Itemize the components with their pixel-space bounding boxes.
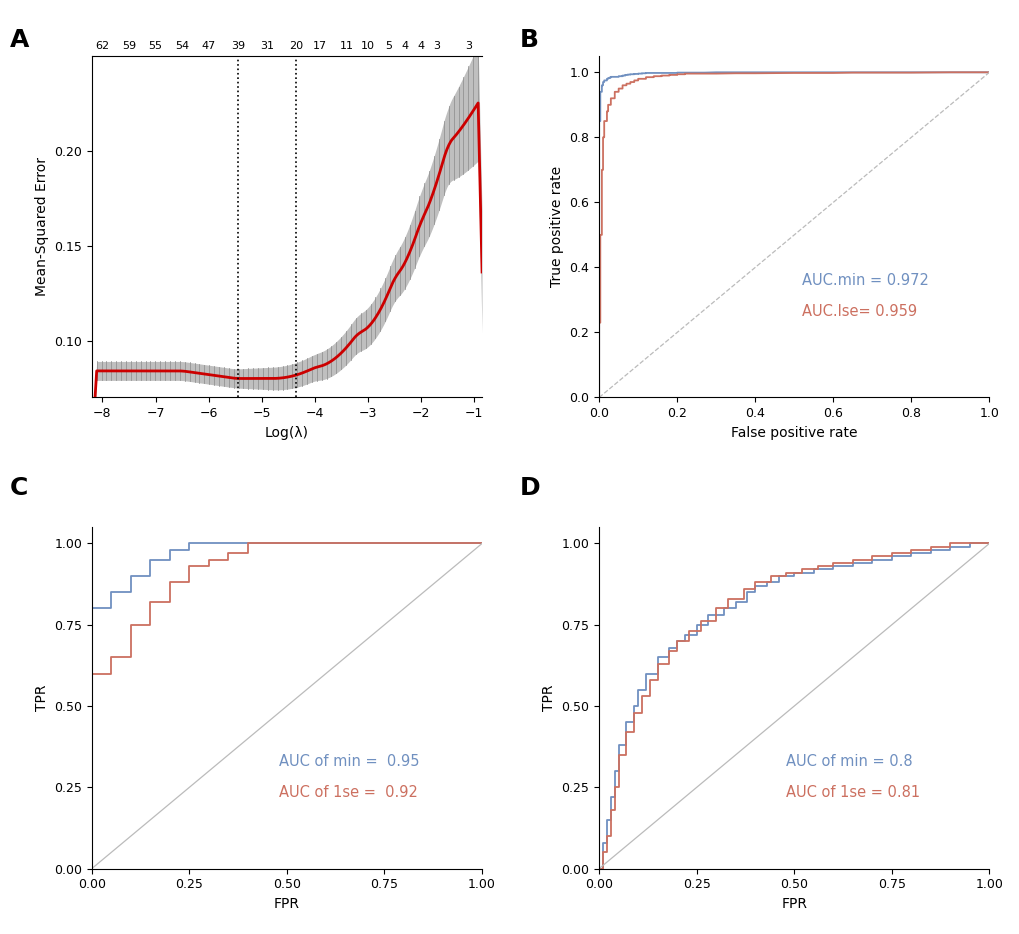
Text: B: B: [520, 28, 539, 52]
Text: D: D: [520, 476, 540, 501]
Text: AUC of min = 0.8: AUC of min = 0.8: [786, 754, 912, 770]
Text: A: A: [10, 28, 30, 52]
X-axis label: FPR: FPR: [781, 897, 806, 911]
Text: AUC of min =  0.95: AUC of min = 0.95: [279, 754, 419, 770]
Text: AUC of 1se = 0.81: AUC of 1se = 0.81: [786, 785, 920, 800]
Y-axis label: True positive rate: True positive rate: [549, 166, 564, 288]
Y-axis label: TPR: TPR: [541, 685, 555, 711]
X-axis label: False positive rate: False positive rate: [731, 426, 857, 440]
Y-axis label: TPR: TPR: [35, 685, 49, 711]
Text: C: C: [10, 476, 29, 501]
X-axis label: Log(λ): Log(λ): [265, 426, 309, 440]
Text: AUC.lse= 0.959: AUC.lse= 0.959: [801, 304, 916, 318]
X-axis label: FPR: FPR: [274, 897, 300, 911]
Text: AUC of 1se =  0.92: AUC of 1se = 0.92: [279, 785, 418, 800]
Y-axis label: Mean-Squared Error: Mean-Squared Error: [35, 157, 49, 296]
Text: AUC.min = 0.972: AUC.min = 0.972: [801, 273, 928, 288]
